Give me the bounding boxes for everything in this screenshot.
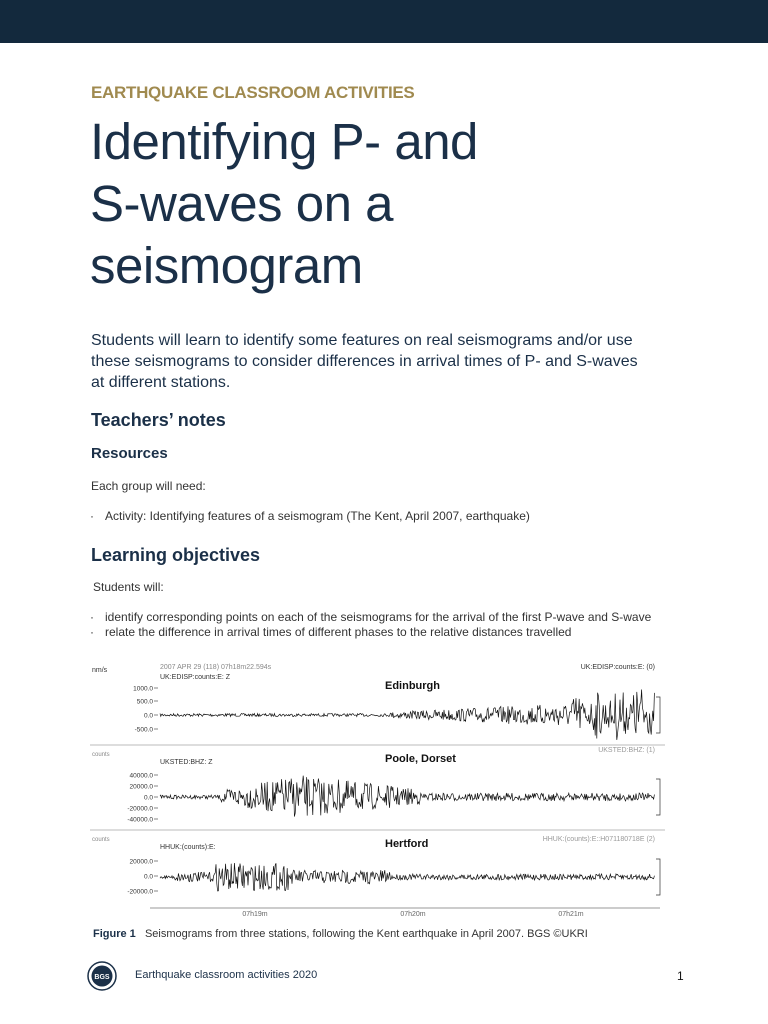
top-bar xyxy=(0,0,768,43)
scale-bracket xyxy=(656,696,661,734)
time-label: 07h21m xyxy=(558,911,583,918)
logo-text: BGS xyxy=(94,974,110,981)
waveform xyxy=(159,775,655,817)
logo: BGS xyxy=(87,961,117,991)
unit-label: counts xyxy=(92,752,110,758)
channel-label: UKSTED:BHZ: Z xyxy=(160,759,213,766)
seismogram-figure: nm/s 2007 APR 29 (118) 07h18m22.594s UK:… xyxy=(90,660,665,920)
y-tick-label: 0.0 xyxy=(144,874,153,881)
intro: at different stations. xyxy=(91,374,231,391)
caption-label: Figure 1 xyxy=(93,928,136,940)
y-tick-label: 20000.0 xyxy=(130,859,154,866)
intro: Students will learn to identify some fea… xyxy=(91,332,633,349)
bullet-dot: · xyxy=(90,509,94,523)
y-tick-label: 40000.0 xyxy=(130,773,154,780)
bullet-dot: · xyxy=(90,610,94,624)
subheading: Resources xyxy=(91,445,168,462)
y-tick-label: 1000.0 xyxy=(133,686,153,693)
doc-title: Identifying P- and xyxy=(90,113,478,170)
y-tick-label: 500.0 xyxy=(137,699,154,706)
y-tick-label: 0.0 xyxy=(144,713,153,720)
y-tick-label: -20000.0 xyxy=(127,806,153,813)
bullet-item: identify corresponding points on each of… xyxy=(105,610,652,624)
bullet-dot: · xyxy=(90,625,94,639)
caption-text: Seismograms from three stations, followi… xyxy=(144,928,588,940)
caption: Figure 1 Seismograms from three stations… xyxy=(93,928,588,940)
channel-label: UK:EDISP:counts:E: Z xyxy=(160,674,231,681)
scale-bracket xyxy=(656,778,661,816)
doc-title: S-waves on a xyxy=(90,175,394,232)
figure-bg xyxy=(90,660,665,920)
doc-title: seismogram xyxy=(90,237,363,294)
heading: Teachers’ notes xyxy=(91,410,226,430)
y-tick-label: 20000.0 xyxy=(130,784,154,791)
waveform xyxy=(159,862,655,892)
bullet-item: relate the difference in arrival times o… xyxy=(105,625,572,639)
heading: Learning objectives xyxy=(91,545,261,565)
channel-right: UK:EDISP:counts:E: (0) xyxy=(581,664,655,671)
time-label: 07h20m xyxy=(400,911,425,918)
y-tick-label: -20000.0 xyxy=(127,889,153,896)
lead-text: Students will: xyxy=(93,580,164,594)
scale-bracket xyxy=(656,858,661,896)
channel-right: HHUK:(counts):E::H071180718E (2) xyxy=(543,836,655,843)
footer-text: Earthquake classroom activities 2020 xyxy=(135,969,318,981)
unit-label: nm/s xyxy=(92,667,108,674)
unit-label: counts xyxy=(92,837,110,843)
y-tick-label: -500.0 xyxy=(135,727,154,734)
intro: these seismograms to consider difference… xyxy=(91,353,638,370)
logo-disc xyxy=(91,965,113,987)
waveform xyxy=(159,689,655,740)
channel-label: HHUK:(counts):E: xyxy=(160,844,216,851)
timestamp: 2007 APR 29 (118) 07h18m22.594s xyxy=(160,664,272,671)
lead-text: Each group will need: xyxy=(91,479,206,493)
station-name: Edinburgh xyxy=(385,680,440,692)
station-name: Poole, Dorset xyxy=(385,753,456,765)
y-tick-label: 0.0 xyxy=(144,795,153,802)
station-name: Hertford xyxy=(385,838,428,850)
bullet-item: Activity: Identifying features of a seis… xyxy=(105,509,530,523)
time-label: 07h19m xyxy=(242,911,267,918)
channel-right: UKSTED:BHZ: (1) xyxy=(598,747,655,754)
page-number: 1 xyxy=(677,969,684,983)
doc-label: EARTHQUAKE CLASSROOM ACTIVITIES xyxy=(91,83,415,102)
y-tick-label: -40000.0 xyxy=(127,817,153,824)
